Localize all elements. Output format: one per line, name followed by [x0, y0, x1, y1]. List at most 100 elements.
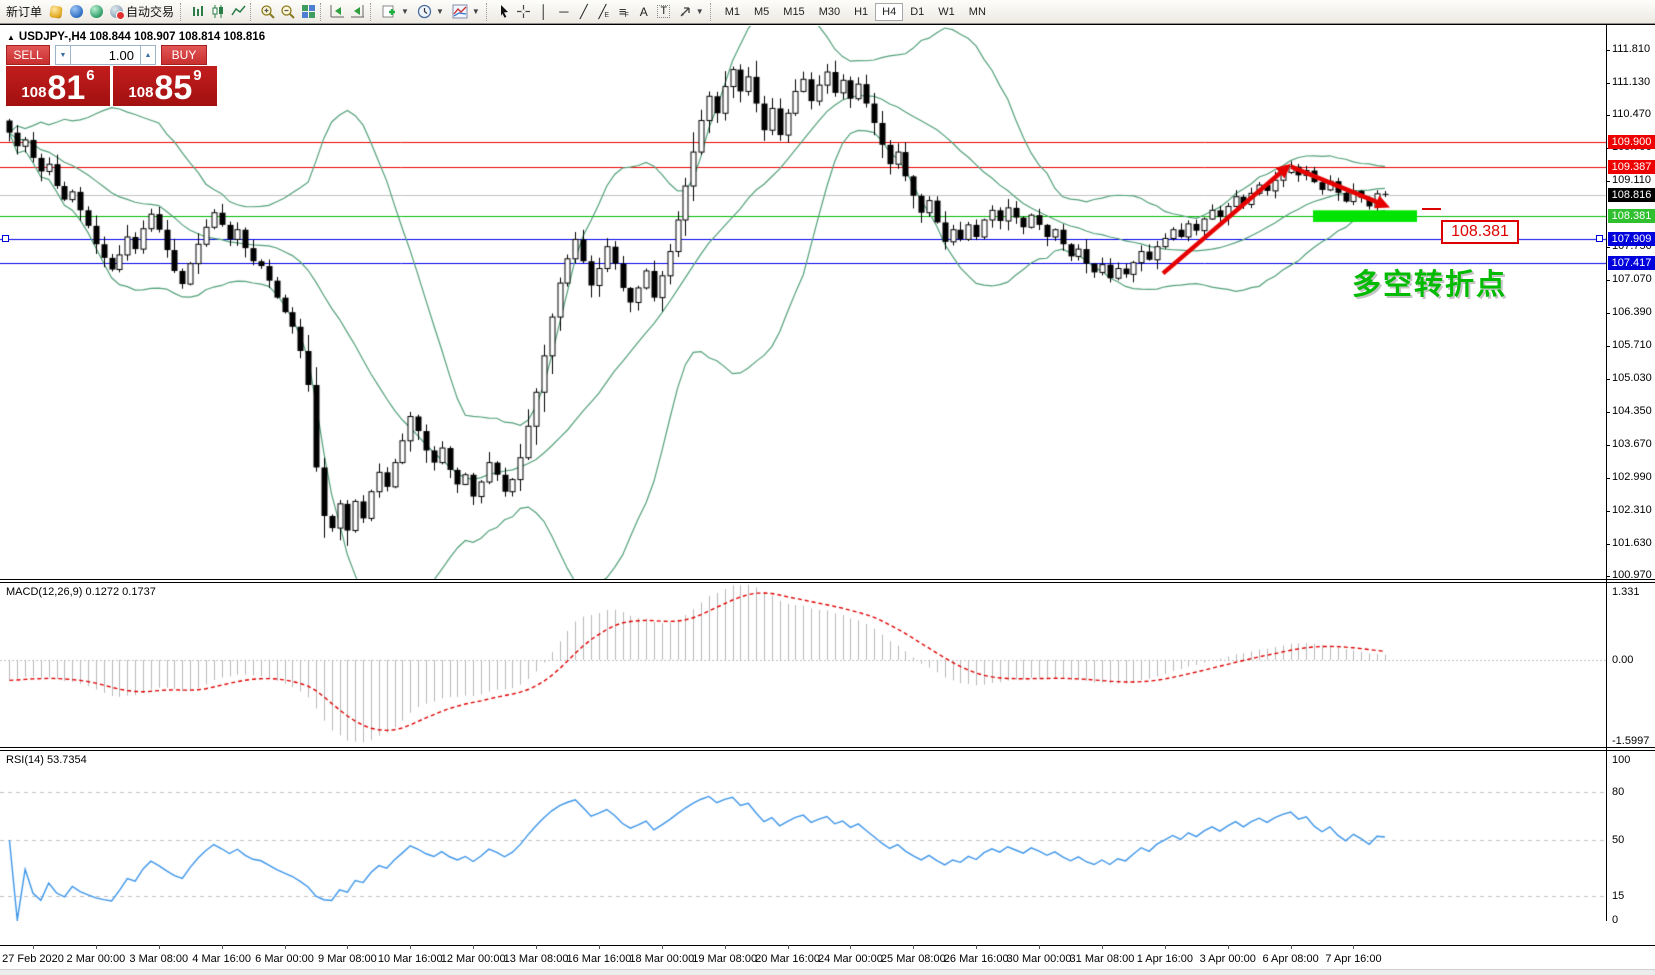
sell-price-big: 81: [47, 69, 86, 108]
signals-icon[interactable]: [86, 2, 106, 21]
time-tick-mark: [913, 945, 914, 949]
one-click-toggle-icon[interactable]: ▲: [7, 32, 15, 42]
channel-icon[interactable]: ╱ E: [594, 2, 614, 21]
zoom-out-glyph: [281, 4, 295, 19]
crosshair-icon[interactable]: [514, 2, 534, 21]
cn-annotation-text[interactable]: 多空转折点: [1352, 269, 1508, 301]
time-axis-label: 2 Mar 00:00: [66, 953, 126, 965]
periods-dropdown[interactable]: ▼: [413, 1, 448, 22]
time-tick-mark: [850, 945, 851, 949]
zoom-out-icon[interactable]: [278, 2, 298, 21]
time-axis-label: 13 Mar 08:00: [503, 953, 569, 965]
trendline-icon[interactable]: ╱: [574, 2, 594, 21]
new-chart-dropdown[interactable]: ▼: [378, 1, 413, 22]
price-tick-label: 105.030: [1612, 372, 1652, 385]
time-tick-mark: [96, 945, 97, 949]
vline-glyph: │: [539, 4, 548, 19]
timeframe-m5[interactable]: M5: [754, 5, 770, 18]
price-badge: 107.909: [1608, 231, 1655, 246]
toolbar-separator: [709, 2, 716, 21]
timeframe-h1[interactable]: H1: [854, 5, 869, 18]
price-badge: 107.417: [1608, 255, 1655, 270]
cursor-icon[interactable]: [494, 2, 514, 21]
bar-chart-icon[interactable]: [188, 2, 208, 21]
timeframe-m30[interactable]: M30: [818, 5, 841, 18]
time-axis-label: 18 Mar 00:00: [629, 953, 695, 965]
time-axis-label: 3 Mar 08:00: [129, 953, 189, 965]
macd-canvas[interactable]: [0, 583, 1606, 747]
macd-axis-label: -1.5997: [1612, 735, 1650, 748]
price-tick-mark: [1606, 379, 1610, 380]
symbol-ohlc-label: USDJPY-,H4 108.844 108.907 108.814 108.8…: [18, 31, 266, 43]
price-tick-mark: [1606, 247, 1610, 248]
pane-separator[interactable]: [0, 579, 1655, 583]
text-icon[interactable]: A: [634, 2, 654, 21]
chevron-down-icon: ▼: [401, 7, 409, 16]
hline-left-handle[interactable]: [2, 235, 9, 243]
volume-input[interactable]: 1.00: [71, 45, 140, 65]
metaeditor-icon[interactable]: [46, 2, 66, 21]
sell-button[interactable]: SELL: [6, 45, 50, 65]
price-tick-mark: [1606, 445, 1610, 446]
indicators-dropdown[interactable]: ▼: [448, 1, 484, 22]
chevron-down-icon: ▼: [435, 7, 444, 16]
auto-scroll-icon[interactable]: [328, 2, 348, 21]
chart-shift-icon[interactable]: [348, 2, 368, 21]
price-axis-divider: [1606, 25, 1607, 921]
price-tick-label: 107.070: [1612, 273, 1652, 286]
price-tick-label: 106.390: [1612, 306, 1652, 319]
pane-separator[interactable]: [0, 747, 1655, 751]
timeframe-w1[interactable]: W1: [938, 5, 955, 18]
price-tick-label: 110.470: [1612, 108, 1651, 121]
one-click-price-row: 108 81 6 108 85 9: [6, 66, 217, 106]
price-tick-mark: [1606, 313, 1610, 314]
sell-price-display[interactable]: 108 81 6: [6, 66, 110, 106]
horizontal-line-icon[interactable]: ─: [554, 2, 574, 21]
vertical-line-icon[interactable]: │: [534, 2, 554, 21]
price-callout-connector: [1422, 208, 1441, 210]
tile-windows-icon[interactable]: [298, 2, 318, 21]
rsi-canvas[interactable]: [0, 751, 1606, 921]
time-tick-mark: [1291, 945, 1292, 949]
candlestick-chart-icon[interactable]: [208, 2, 228, 21]
crosshair-glyph: [517, 5, 531, 18]
time-axis-label: 24 Mar 00:00: [818, 953, 883, 965]
fibonacci-icon[interactable]: ≡ F: [614, 2, 634, 21]
signal-ball-icon: [89, 5, 103, 18]
timeframe-m1[interactable]: M1: [724, 5, 740, 18]
hline-right-handle[interactable]: [1596, 235, 1603, 243]
price-callout-box[interactable]: 108.381: [1441, 220, 1519, 244]
buy-button-label: BUY: [171, 48, 197, 62]
one-click-trading-panel: SELL ▼ 1.00 ▲ BUY 108 81 6 108 85 9: [6, 45, 217, 106]
volume-up-button[interactable]: ▲: [140, 45, 156, 65]
timeframe-h4[interactable]: H4: [875, 2, 904, 21]
toolbar-separator: [180, 2, 186, 21]
chart-window: ▲ USDJPY-,H4 108.844 108.907 108.814 108…: [0, 24, 1655, 975]
timeframe-d1[interactable]: D1: [910, 5, 925, 18]
zoom-in-icon[interactable]: [258, 2, 278, 21]
price-tick-label: 102.990: [1612, 471, 1652, 484]
time-tick-mark: [725, 945, 726, 949]
arrows-dropdown[interactable]: ▼: [674, 1, 708, 22]
main-chart-canvas[interactable]: [0, 26, 1606, 579]
auto-scroll-glyph: [330, 5, 345, 18]
new-order-button[interactable]: 新订单: [2, 1, 46, 22]
auto-trading-button[interactable]: 自动交易: [106, 1, 178, 22]
price-badge: 109.387: [1608, 160, 1655, 175]
text-label-icon[interactable]: T: [654, 2, 674, 21]
rsi-axis-label: 50: [1612, 833, 1625, 846]
time-tick-mark: [1353, 945, 1354, 949]
timeframe-mn[interactable]: MN: [968, 5, 986, 18]
community-icon[interactable]: [66, 2, 86, 21]
toolbar-separator: [320, 2, 326, 21]
toolbar-separator: [485, 2, 492, 21]
buy-price-display[interactable]: 108 85 9: [113, 66, 217, 106]
line-chart-icon[interactable]: [228, 2, 248, 21]
trendline-glyph: ╱: [579, 4, 588, 19]
volume-down-button[interactable]: ▼: [55, 45, 71, 65]
time-axis-label: 19 Mar 08:00: [692, 953, 758, 965]
timeframe-m15[interactable]: M15: [783, 5, 805, 18]
buy-button[interactable]: BUY: [161, 45, 207, 65]
price-tick-label: 109.110: [1612, 174, 1651, 187]
price-tick-label: 111.810: [1612, 43, 1651, 56]
